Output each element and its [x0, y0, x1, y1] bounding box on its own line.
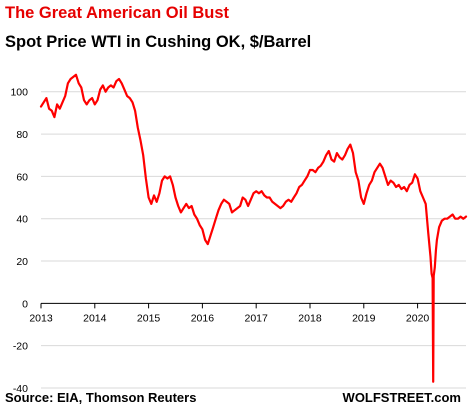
gridlines [41, 91, 466, 389]
x-tick-label: 2013 [29, 312, 53, 324]
x-tick-label: 2016 [191, 312, 215, 324]
y-tick-label: 40 [16, 214, 28, 226]
x-tick-label: 2019 [352, 312, 376, 324]
y-axis-tick-labels: -40 -20 0 20 40 60 80 100 [10, 87, 28, 395]
y-tick-label: 20 [16, 256, 28, 268]
source-note: Source: EIA, Thomson Reuters [5, 390, 197, 405]
y-tick-label: 80 [16, 129, 28, 141]
plot-area [39, 73, 468, 383]
x-tick-label: 2014 [83, 312, 107, 324]
y-tick-label: -20 [13, 341, 28, 353]
y-tick-label: 60 [16, 171, 28, 183]
x-tick-label: 2018 [298, 312, 322, 324]
x-tick-label: 2017 [245, 312, 269, 324]
x-tick-label: 2015 [137, 312, 161, 324]
chart-subtitle: Spot Price WTI in Cushing OK, $/Barrel [5, 33, 312, 51]
x-tick-label: 2020 [406, 312, 430, 324]
y-tick-label: 100 [10, 87, 28, 99]
chart-title: The Great American Oil Bust [5, 4, 230, 22]
y-tick-label: -40 [13, 383, 28, 395]
x-axis-tick-labels: 2013 2014 2015 2016 2017 2018 2019 2020 [29, 312, 429, 324]
publisher-brand: WOLFSTREET.com [342, 390, 461, 405]
y-tick-label: 0 [22, 298, 28, 310]
series-line-0 [39, 73, 468, 383]
